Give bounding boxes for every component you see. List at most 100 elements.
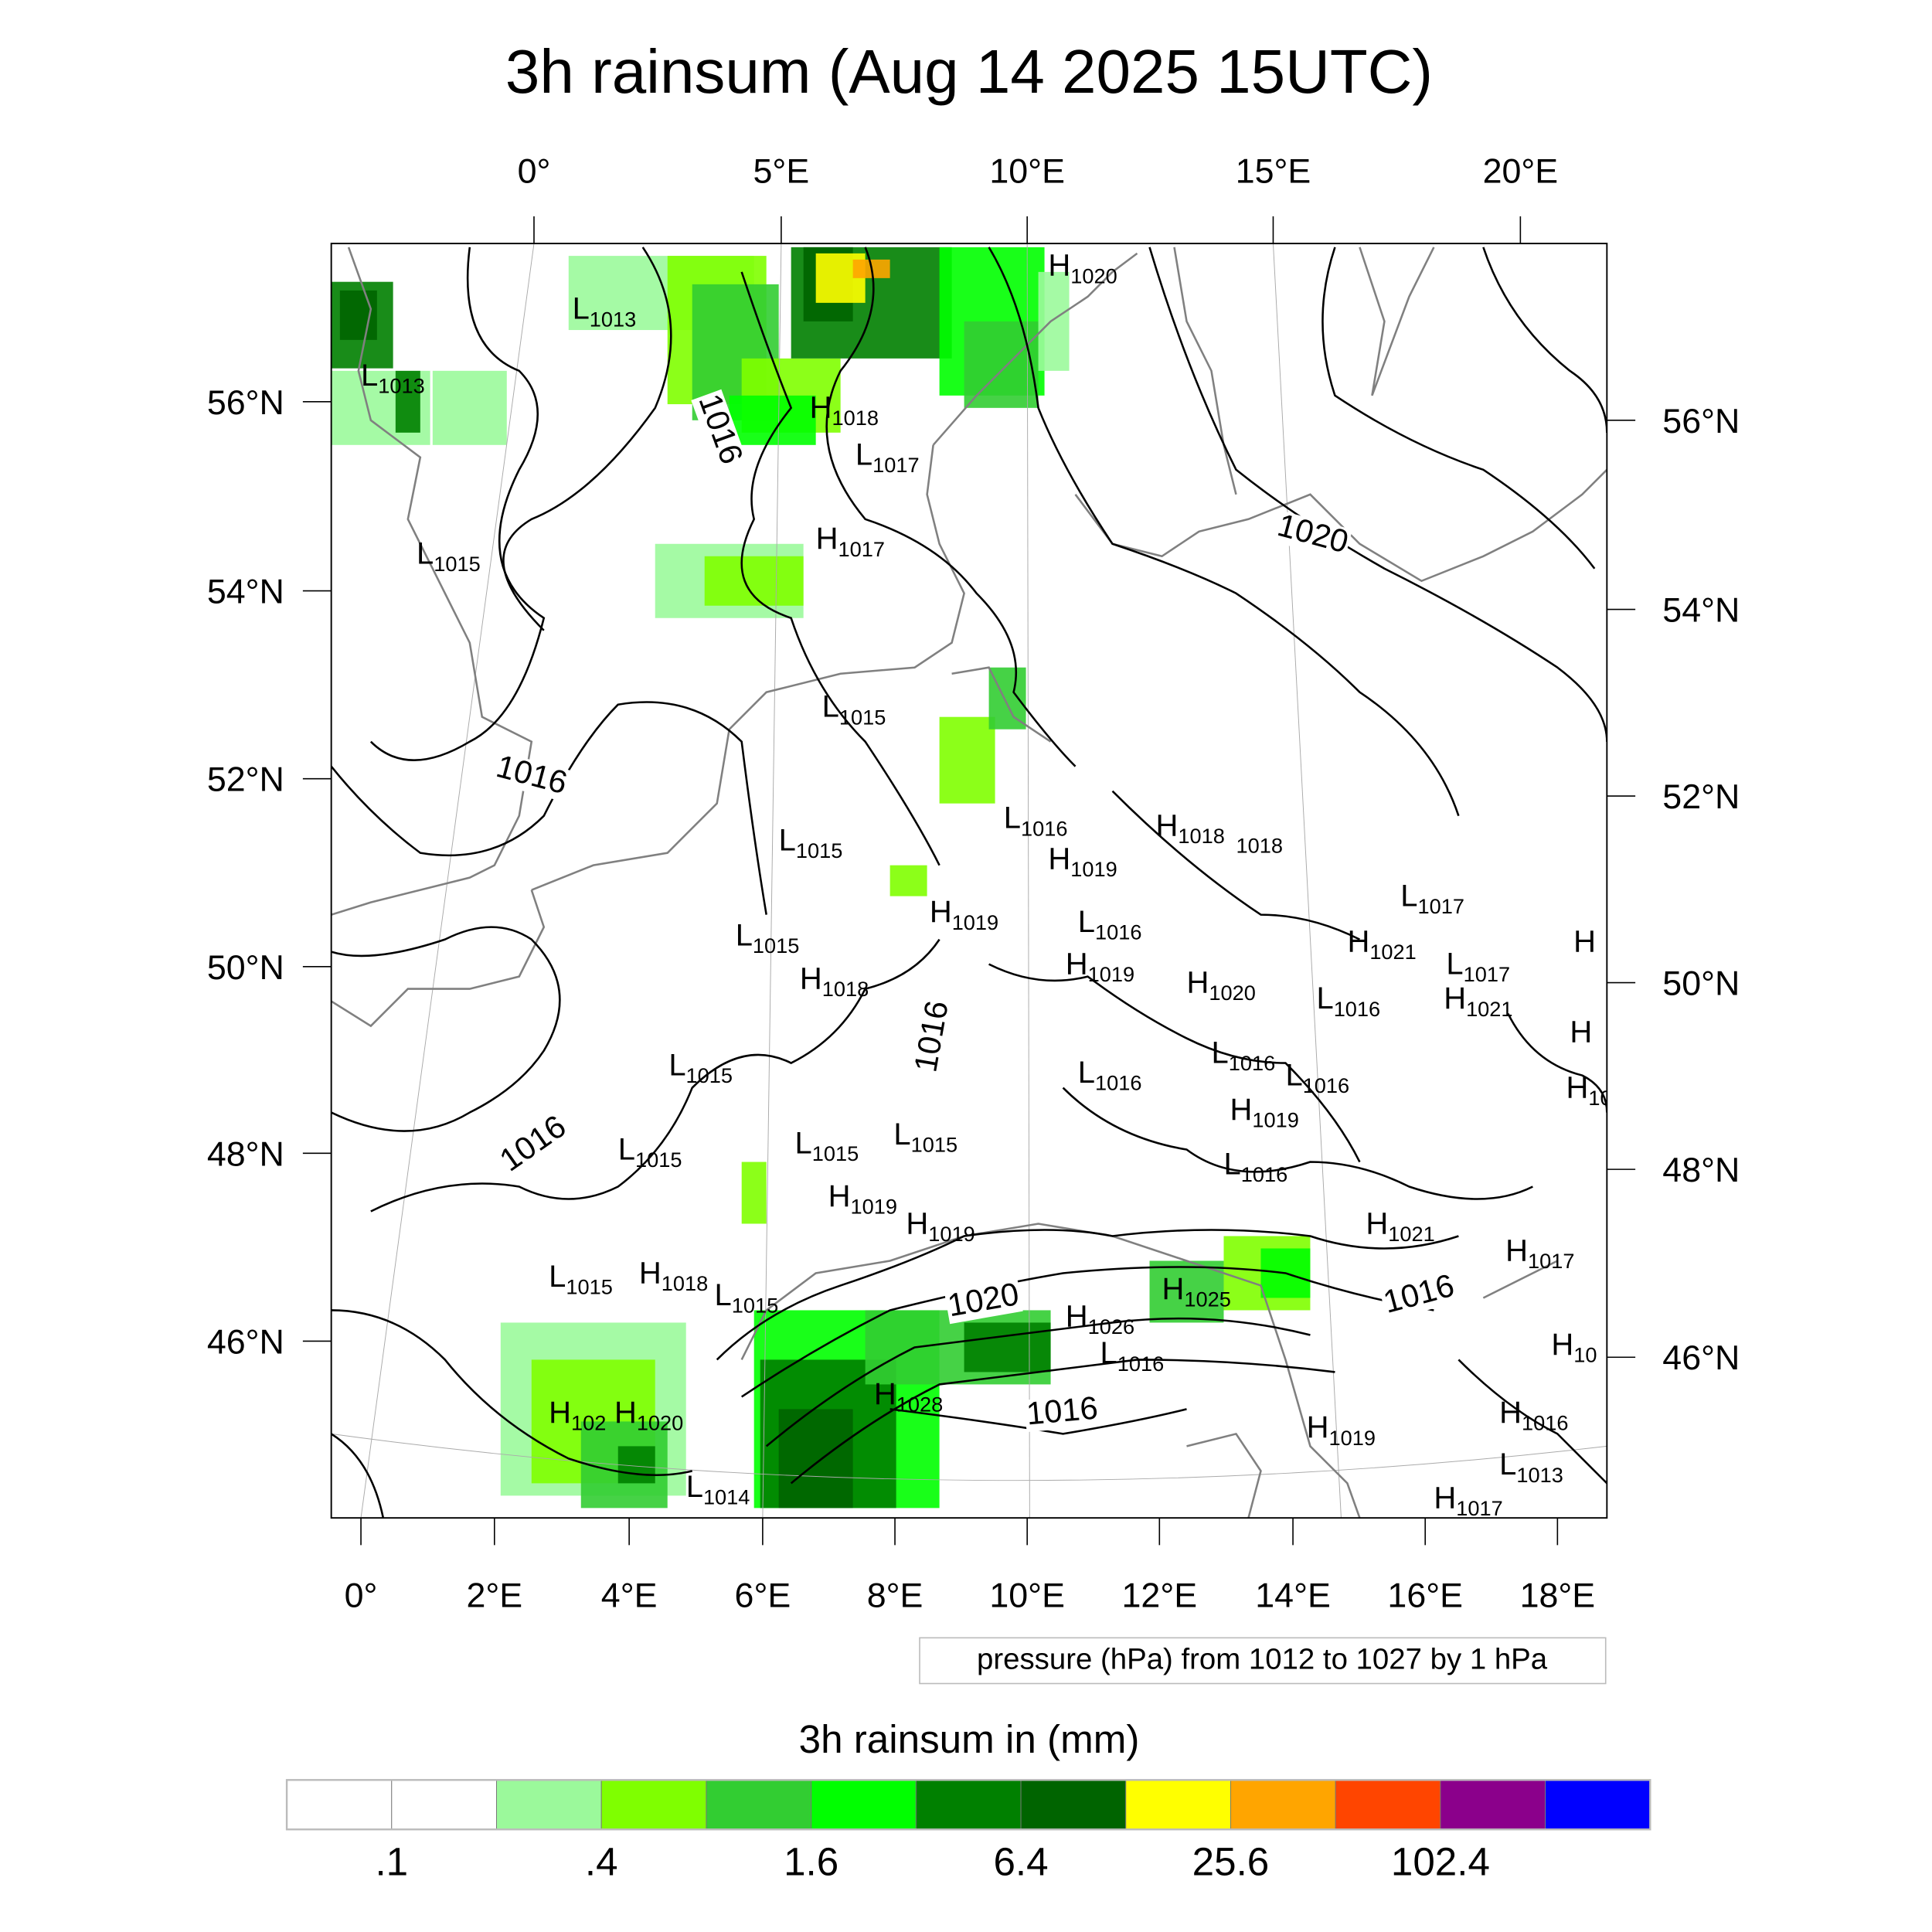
contour-value: 1016 — [1025, 1389, 1099, 1432]
pressure-value: 1019 — [1070, 857, 1117, 881]
pressure-center-letter: H — [1156, 808, 1179, 842]
low-pressure-label: L1015 — [668, 1049, 733, 1088]
pressure-contours — [331, 247, 1607, 1519]
pressure-center-letter: L — [573, 292, 590, 326]
pressure-center-letter: H — [1366, 1206, 1388, 1240]
pressure-center-letter: H — [614, 1396, 637, 1430]
pressure-center-letter: H — [1566, 1070, 1589, 1104]
pressure-value: 1015 — [732, 1294, 778, 1318]
low-pressure-label: L1016 — [1078, 1056, 1142, 1095]
colorbar-label: .1 — [375, 1839, 408, 1883]
low-pressure-label: L1016 — [1211, 1036, 1275, 1076]
rain-patch — [1038, 271, 1070, 371]
low-pressure-label: L1015 — [715, 1278, 779, 1318]
high-pressure-label: H1016 — [1499, 1396, 1568, 1435]
colorbar-swatch — [391, 1779, 497, 1830]
pressure-value: 1015 — [839, 705, 886, 729]
bottom-tick-label: 6°E — [735, 1576, 791, 1614]
colorbar-label: 102.4 — [1391, 1839, 1490, 1883]
pressure-center-letter: H — [639, 1256, 662, 1290]
pressure-value: 1016 — [1229, 1051, 1275, 1075]
pressure-value: 1018 — [1178, 824, 1224, 848]
rain-patch — [395, 370, 420, 433]
pressure-value: 1019 — [1329, 1426, 1376, 1450]
left-tick-label: 46°N — [207, 1322, 284, 1361]
low-pressure-label: L1015 — [794, 1126, 859, 1165]
rain-patch — [889, 865, 927, 896]
pressure-value: 1017 — [1417, 894, 1464, 918]
pressure-value: 1019 — [851, 1195, 897, 1219]
pressure-center-letter: L — [893, 1117, 910, 1151]
low-pressure-label: L1013 — [573, 292, 637, 332]
pressure-center-letter: L — [1316, 981, 1333, 1015]
pressure-center-letter: L — [1078, 1056, 1095, 1090]
figure-title: 3h rainsum (Aug 14 2025 15UTC) — [505, 37, 1433, 106]
high-pressure-label: H1026 — [1066, 1299, 1134, 1338]
low-pressure-label: L1017 — [1446, 947, 1510, 986]
rain-patch — [617, 1446, 655, 1484]
contour-value: 1020 — [1274, 506, 1352, 560]
pressure-center-letter: H — [828, 1179, 851, 1213]
rain-patch — [729, 395, 816, 445]
top-tick-label: 15°E — [1236, 152, 1311, 191]
pressure-center-letter: L — [1100, 1336, 1117, 1370]
low-pressure-label: L1015 — [549, 1260, 613, 1299]
graticule — [331, 243, 1607, 1519]
pressure-value: 1016 — [1522, 1411, 1568, 1435]
low-pressure-label: L1015 — [417, 536, 481, 576]
pressure-center-letter: L — [686, 1470, 703, 1504]
pressure-value: 1019 — [952, 910, 998, 934]
top-tick-label: 0° — [518, 152, 551, 191]
high-pressure-label: H1017 — [816, 522, 885, 561]
left-tick-label: 54°N — [207, 573, 284, 611]
pressure-value: 1016 — [1303, 1073, 1349, 1097]
contour-line-label: 1016 — [1023, 1389, 1101, 1433]
pressure-center-letter: L — [417, 536, 434, 570]
contour-line-label: 1016 — [491, 747, 572, 802]
pressure-center-letter: L — [855, 437, 872, 471]
right-latitude-axis: 56°N 54°N 52°N 50°N 48°N 46°N — [1607, 402, 1740, 1377]
low-pressure-label: L1015 — [618, 1132, 682, 1172]
pressure-center-letter: H — [1066, 947, 1088, 981]
colorbar: .1 .4 1.6 6.4 25.6 102.4 — [285, 1779, 1651, 1883]
pressure-value: 1020 — [637, 1411, 683, 1435]
high-pressure-label: H1018 — [1156, 808, 1225, 848]
label-background — [1379, 1270, 1460, 1321]
high-pressure-label: H — [1573, 925, 1596, 959]
pressure-value: 1016 — [1241, 1162, 1287, 1186]
pressure-value: 1021 — [1388, 1222, 1434, 1246]
pressure-center-letter: L — [736, 919, 753, 953]
colorbar-label: 25.6 — [1192, 1839, 1270, 1883]
contour-info-box: pressure (hPa) from 1012 to 1027 by 1 hP… — [919, 1637, 1607, 1685]
colorbar-swatch — [1020, 1779, 1127, 1830]
pressure-center-letter: L — [1211, 1036, 1228, 1070]
colorbar-label: .4 — [585, 1839, 618, 1883]
rain-patch — [964, 321, 1039, 408]
pressure-center-letter: H — [1048, 842, 1070, 876]
pressure-value: 1017 — [1456, 1496, 1502, 1520]
right-tick-label: 50°N — [1662, 964, 1740, 1003]
pressure-center-letter: H — [1230, 1093, 1252, 1127]
high-pressure-label: H1021 — [1444, 981, 1512, 1021]
high-pressure-label: H1017 — [1505, 1233, 1574, 1273]
pressure-value: 1015 — [796, 838, 842, 862]
rain-patch — [339, 290, 377, 340]
high-pressure-label: H1019 — [1048, 842, 1117, 881]
pressure-center-letter: H — [810, 391, 832, 425]
high-pressure-label: H1019 — [1230, 1093, 1298, 1132]
pressure-center-letter: H — [549, 1396, 571, 1430]
rain-patch — [964, 1322, 1051, 1372]
pressure-center-letter: H — [816, 522, 838, 556]
bottom-tick-label: 16°E — [1387, 1576, 1463, 1614]
right-tick-label: 56°N — [1662, 402, 1740, 440]
colorbar-swatch — [811, 1779, 917, 1830]
label-background — [691, 389, 747, 471]
high-pressure-label: H1019 — [1066, 947, 1134, 986]
pressure-value: 1015 — [686, 1063, 733, 1087]
pressure-center-letter: L — [1499, 1447, 1516, 1481]
high-pressure-label: H1020 — [1048, 249, 1117, 288]
top-tick-label: 5°E — [753, 152, 810, 191]
colorbar-swatch — [1545, 1779, 1651, 1830]
pressure-center-letter: H — [1066, 1299, 1088, 1333]
pressure-center-letter: L — [779, 823, 796, 857]
